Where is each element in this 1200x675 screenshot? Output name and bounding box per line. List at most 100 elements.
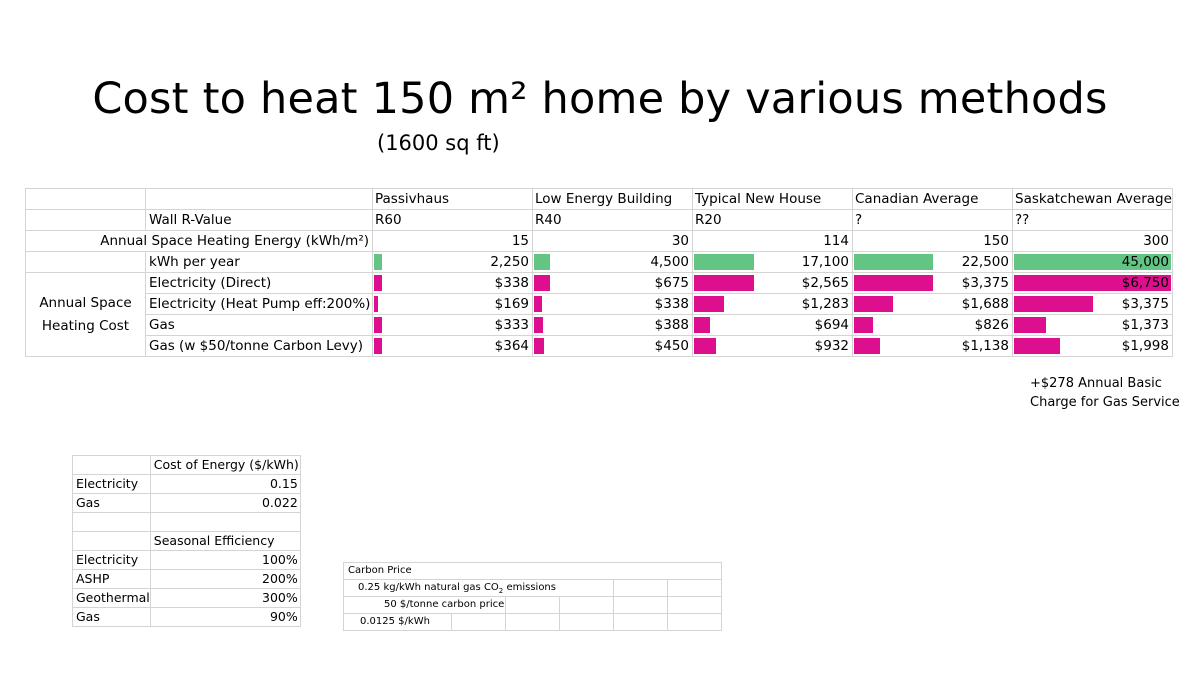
cost-value: $826 [974,317,1009,333]
cost-cell: $333 [372,314,533,336]
data-bar [534,275,550,291]
page-title: Cost to heat 150 m² home by various meth… [92,74,1108,124]
table-row: 0.25 kg/kWh natural gas CO2 emissions [343,579,722,597]
data-bar [854,296,894,312]
data-bar [1014,296,1093,312]
energy-value-cell: 150 [852,230,1013,252]
column-header: Saskatchewan Average [1012,188,1173,210]
carbon-price-title: Carbon Price [343,562,722,580]
cost-cell: $338 [532,293,693,315]
cost-value: $333 [494,317,529,333]
row-label: Gas [72,493,151,513]
data-bar [534,254,550,270]
cost-cell: $2,565 [692,272,853,294]
table-row: Gas 90% [72,607,301,627]
data-bar [694,338,716,354]
row-label: Gas (w $50/tonne Carbon Levy) [145,335,373,357]
cost-value: $1,138 [961,338,1009,354]
data-bar [694,254,754,270]
row-value: 0.15 [149,474,301,494]
kwh-per-year-row: kWh per year 2,250 4,500 17,100 22,500 4… [25,251,1173,273]
wall-value-cell: ? [852,209,1013,231]
row-label: Wall R-Value [145,209,373,231]
row-value: 200% [149,569,301,589]
carbon-cost-per-kwh-cell: 0.0125 $/kWh [343,613,452,631]
cost-row-gas: Gas $333 $388 $694 $826 $1,373 [26,314,1173,336]
table-row: Electricity 100% [72,550,301,570]
data-bar [374,317,382,333]
data-bar [694,275,754,291]
table-row: Electricity 0.15 [72,474,301,494]
kwh-cell: 45,000 [1012,251,1173,273]
cost-cell: $1,688 [852,293,1013,315]
data-bar [854,317,874,333]
cost-cell: $6,750 [1012,272,1173,294]
cost-cell: $169 [372,293,533,315]
cost-cell: $388 [532,314,693,336]
row-label: Electricity [72,474,151,494]
cost-value: $1,283 [801,296,849,312]
cost-value: $388 [654,317,689,333]
cost-cell: $675 [532,272,693,294]
data-bar [534,338,545,354]
cost-cell: $1,283 [692,293,853,315]
row-label: Electricity (Direct) [145,272,373,294]
cost-value: $675 [654,275,689,291]
column-header: Typical New House [692,188,853,210]
cost-row-electricity-direct: Annual Space Heating Cost Electricity (D… [25,272,1173,357]
data-bar [1014,275,1171,291]
cost-value: $1,998 [1121,338,1169,354]
energy-value-cell: 114 [692,230,853,252]
cost-cell: $3,375 [852,272,1013,294]
cost-value: $338 [654,296,689,312]
cost-value: $169 [494,296,529,312]
table-row: Carbon Price [343,562,722,580]
row-label: ASHP [72,569,151,589]
energy-value-cell: 300 [1012,230,1173,252]
column-header: Passivhaus [372,188,533,210]
data-bar [534,296,542,312]
row-value: 100% [149,550,301,570]
cost-cell: $694 [692,314,853,336]
wall-value-cell: ?? [1012,209,1173,231]
kwh-cell: 4,500 [532,251,693,273]
cost-value: $450 [654,338,689,354]
cost-value: $2,565 [801,275,849,291]
data-bar [374,338,383,354]
data-bar [694,317,711,333]
kwh-cell: 22,500 [852,251,1013,273]
gas-service-note: +$278 Annual Basic Charge for Gas Servic… [1030,374,1180,412]
cost-cell: $1,373 [1012,314,1173,336]
data-bar [694,296,724,312]
heating-energy-row: Annual Space Heating Energy (kWh/m²) 15 … [25,230,1173,252]
kwh-cell: 2,250 [372,251,533,273]
table-row: Cost of Energy ($/kWh) [72,455,301,475]
cost-cell: $338 [372,272,533,294]
table-row: Gas 0.022 [72,493,301,513]
data-bar [374,296,378,312]
table-row: 0.0125 $/kWh [343,613,722,631]
data-bar [854,275,933,291]
row-label: Electricity (Heat Pump eff:200%) [145,293,373,315]
note-line: +$278 Annual Basic [1030,376,1162,391]
row-value: 300% [149,588,301,608]
energy-value-cell: 15 [372,230,533,252]
row-label: Electricity [72,550,151,570]
row-label: Geothermal [72,588,151,608]
kwh-value: 2,250 [490,254,529,270]
kwh-value: 17,100 [801,254,849,270]
data-bar [1014,317,1046,333]
table-row [72,512,301,532]
cost-value: $932 [814,338,849,354]
cost-cell: $364 [372,335,533,357]
wall-value-cell: R60 [372,209,533,231]
cost-value: $1,688 [961,296,1009,312]
kwh-cell: 17,100 [692,251,853,273]
table-row: ASHP 200% [72,569,301,589]
energy-cost-header: Cost of Energy ($/kWh) [149,455,301,475]
energy-cost-table: Cost of Energy ($/kWh) Electricity 0.15 … [72,455,301,627]
cost-cell: $932 [692,335,853,357]
cost-row-gas-carbon-levy: Gas (w $50/tonne Carbon Levy) $364 $450 … [26,335,1173,357]
kwh-value: 22,500 [961,254,1009,270]
cost-row-electricity-heat-pump: Electricity (Heat Pump eff:200%) $169 $3… [26,293,1173,315]
